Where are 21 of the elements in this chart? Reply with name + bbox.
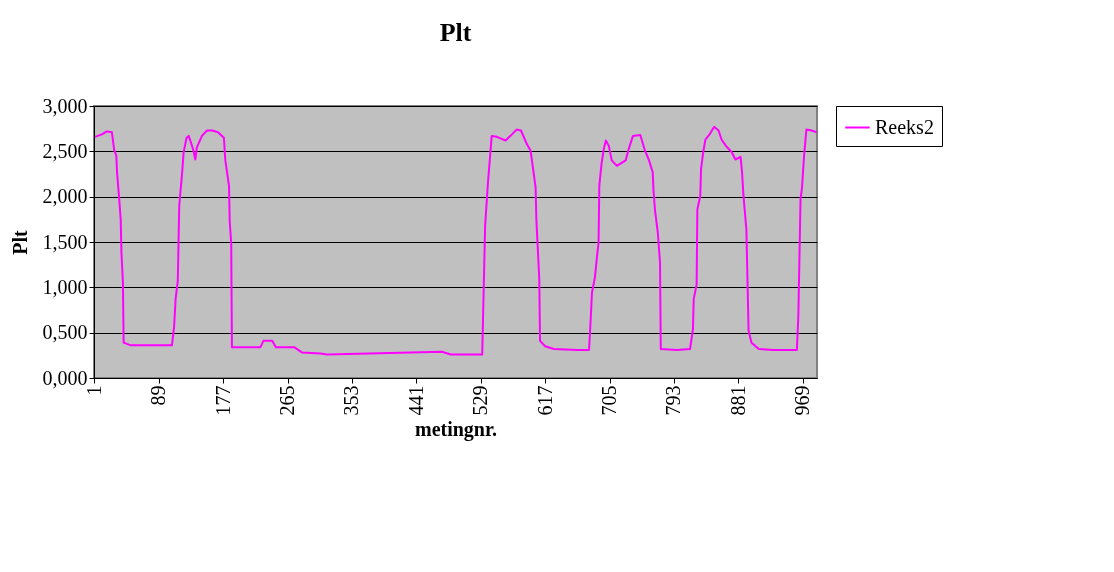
x-tick-label: 177 bbox=[211, 385, 234, 416]
x-tick-label: 881 bbox=[726, 385, 749, 416]
x-tick-label: 617 bbox=[533, 385, 556, 416]
y-tick-label: 2,000 bbox=[42, 185, 88, 208]
legend-label: Reeks2 bbox=[875, 115, 934, 138]
x-axis-title: metingnr. bbox=[414, 417, 498, 441]
y-tick-label: 3,000 bbox=[42, 94, 88, 117]
x-tick-label: 265 bbox=[276, 385, 299, 416]
x-tick-label: 529 bbox=[469, 385, 492, 416]
chart-title: Plt bbox=[439, 18, 472, 47]
x-tick-label: 441 bbox=[404, 385, 427, 416]
x-tick-label: 89 bbox=[147, 385, 170, 406]
x-tick-label: 705 bbox=[598, 385, 621, 416]
y-axis-title: Plt bbox=[8, 229, 31, 255]
x-tick-label: 793 bbox=[662, 385, 685, 416]
y-tick-label: 0,500 bbox=[42, 321, 88, 344]
y-tick-label: 2,500 bbox=[42, 139, 88, 162]
y-tick-label: 1,500 bbox=[42, 230, 88, 253]
y-tick-label: 1,000 bbox=[42, 275, 88, 298]
x-tick-label: 353 bbox=[340, 385, 363, 416]
x-tick-label: 969 bbox=[791, 385, 814, 416]
